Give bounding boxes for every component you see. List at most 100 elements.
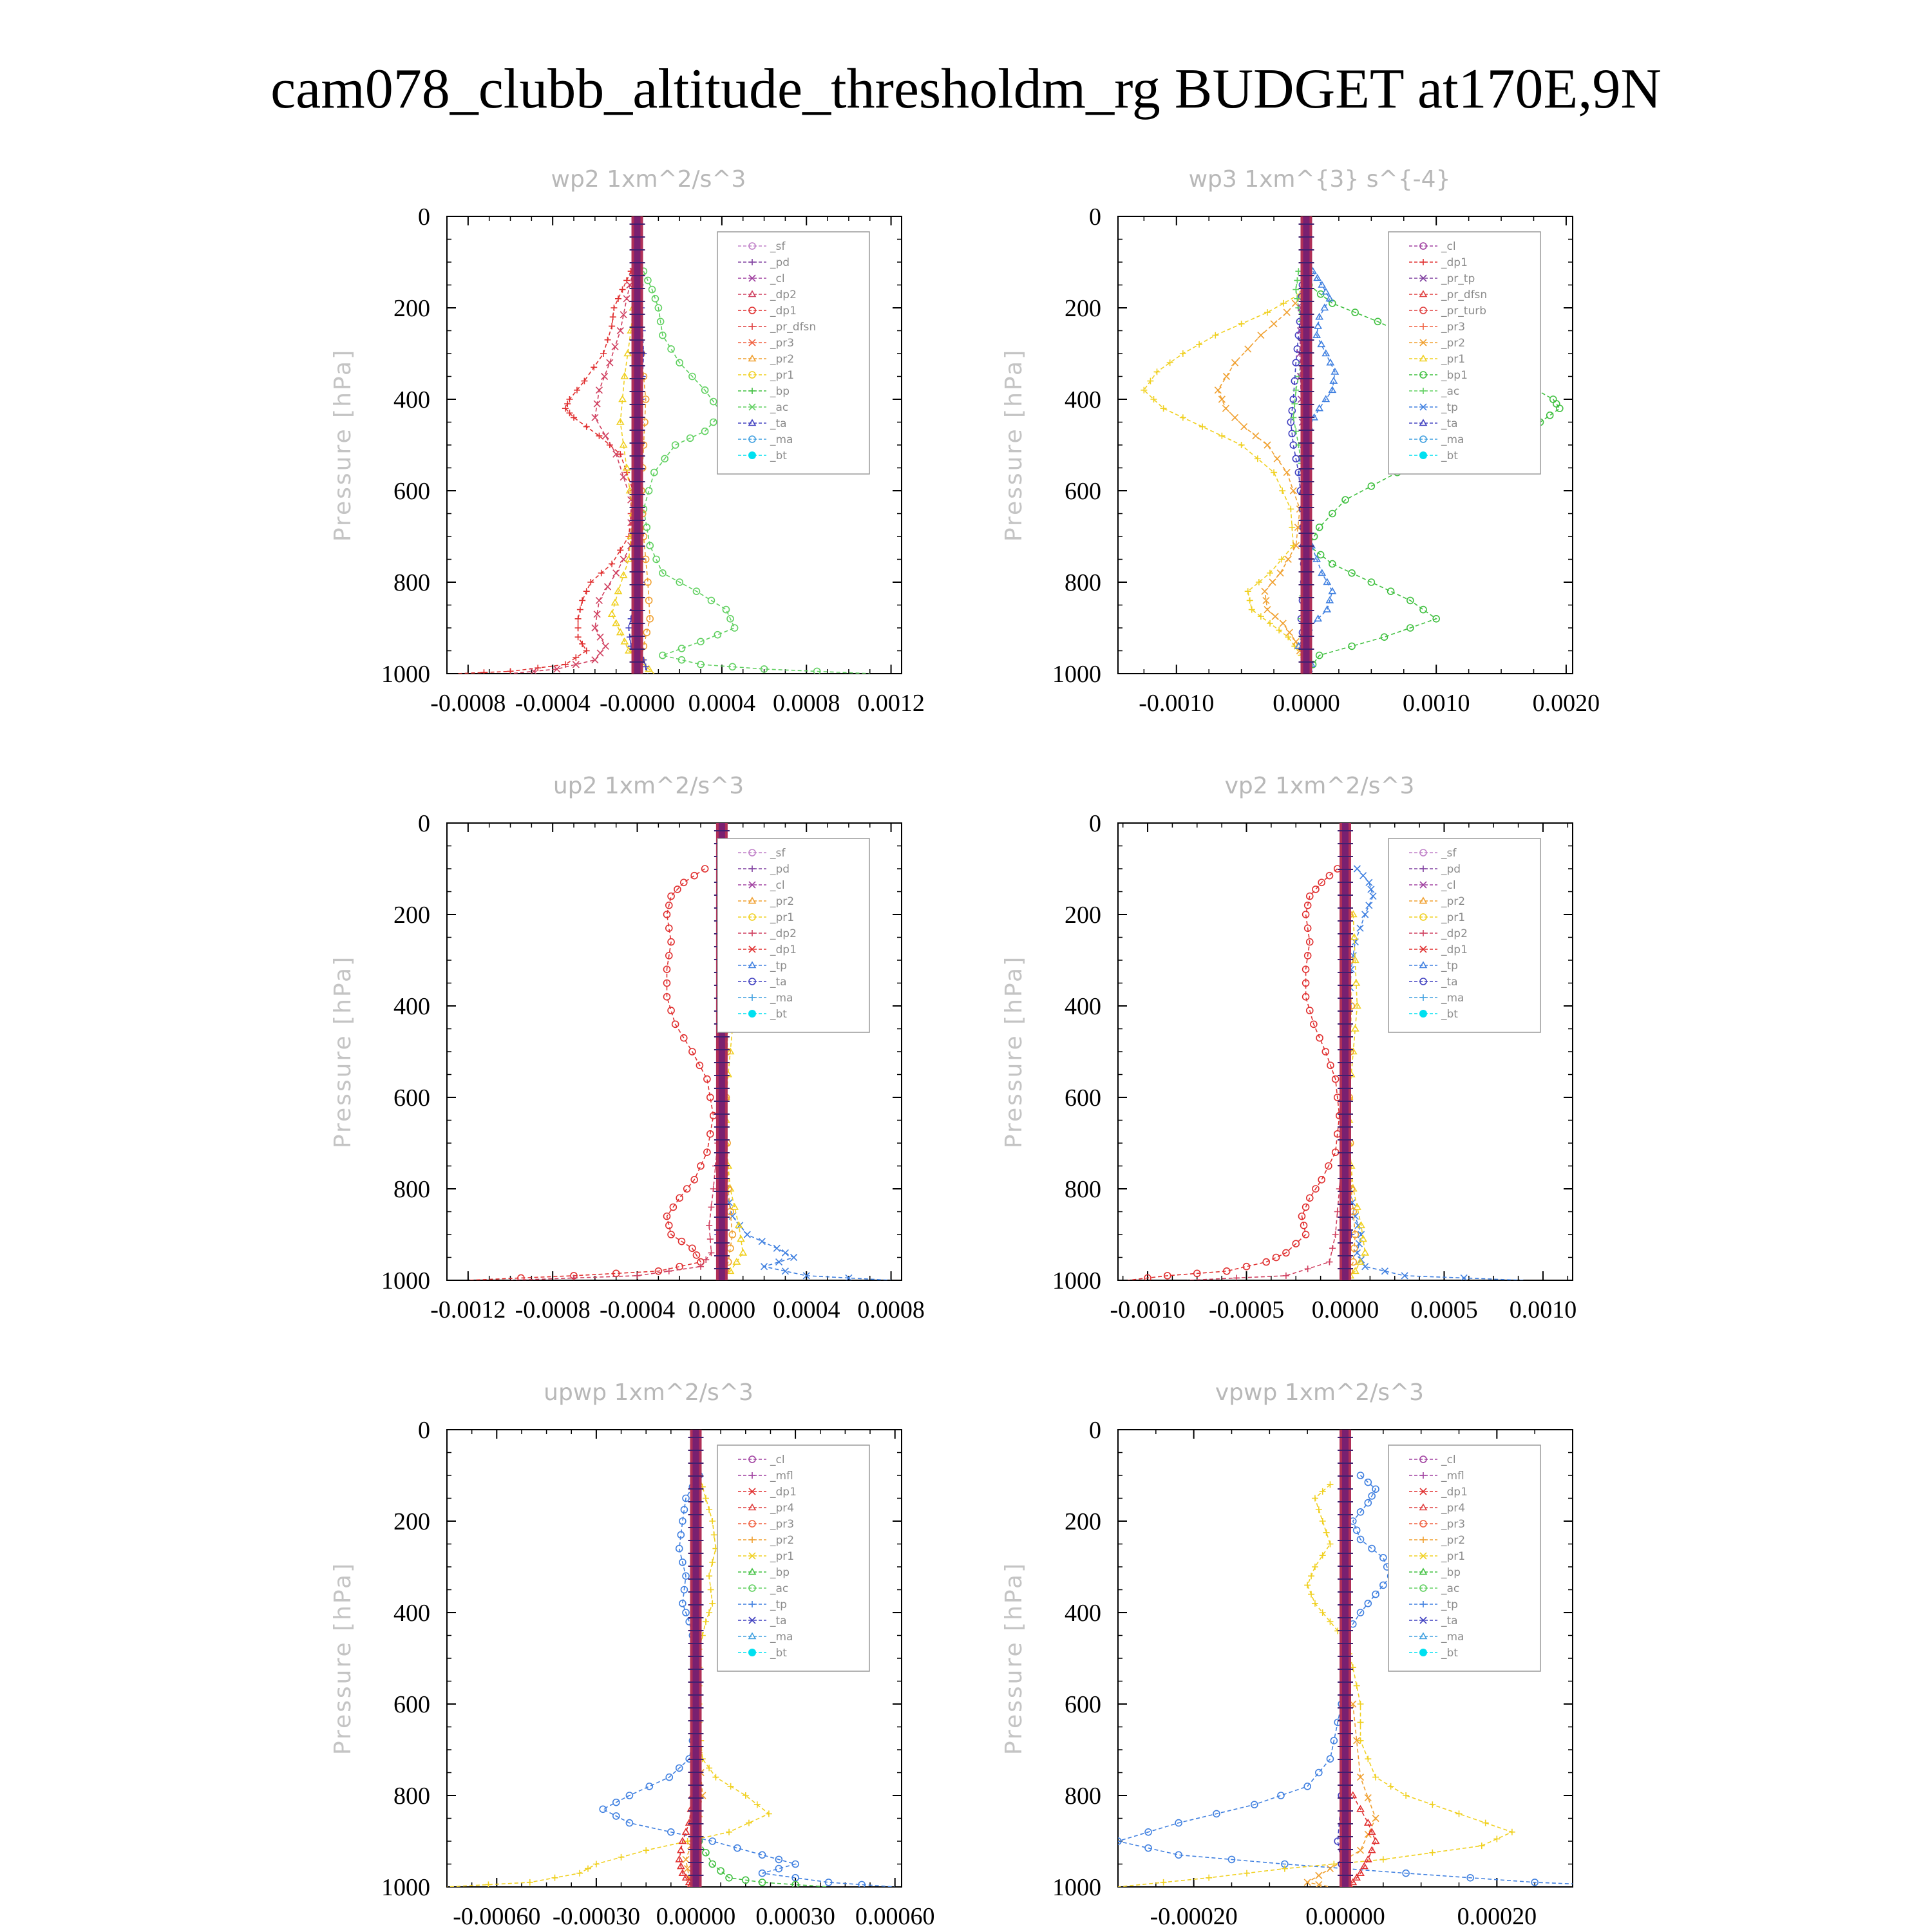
data-point xyxy=(1419,274,1427,282)
legend-entry: _pr1 xyxy=(738,1550,794,1563)
data-point xyxy=(1356,1869,1365,1876)
data-point xyxy=(665,1222,673,1229)
data-point xyxy=(1325,1162,1332,1170)
legend-entry: _pr1 xyxy=(1409,911,1465,924)
series-line xyxy=(723,868,891,1280)
data-point xyxy=(748,1455,756,1463)
data-point xyxy=(645,487,653,495)
data-point xyxy=(663,979,671,987)
legend-marker xyxy=(748,1010,756,1018)
data-point xyxy=(644,276,652,285)
data-point xyxy=(1327,1481,1334,1488)
data-point xyxy=(725,1874,733,1882)
data-point xyxy=(1350,933,1359,940)
legend-label: _ma xyxy=(770,992,793,1005)
x-tick-label: 0.0005 xyxy=(1410,1296,1478,1323)
data-point xyxy=(1329,377,1338,384)
data-point xyxy=(606,359,614,366)
legend-entry: _ta xyxy=(1409,417,1458,430)
y-tick-label: 0 xyxy=(418,810,430,837)
data-point xyxy=(1144,1828,1152,1836)
data-point xyxy=(1356,1774,1365,1781)
data-point xyxy=(1356,1472,1365,1479)
data-point xyxy=(748,978,756,985)
data-point xyxy=(791,1860,799,1868)
data-point xyxy=(1349,910,1358,918)
x-tick-label: 0.0010 xyxy=(1403,690,1470,717)
data-point xyxy=(574,634,582,641)
plot-area xyxy=(1118,1430,1573,1887)
data-point xyxy=(1356,1258,1365,1265)
data-point xyxy=(612,569,620,577)
legend-entry: _pr3 xyxy=(738,1518,794,1531)
legend-label: _cl xyxy=(770,1454,785,1466)
data-point xyxy=(1365,878,1373,886)
data-point xyxy=(773,1244,781,1252)
legend-entry: _bp xyxy=(1409,1566,1461,1579)
data-point xyxy=(1213,1810,1220,1818)
data-point xyxy=(1316,1034,1323,1042)
data-point xyxy=(1319,1518,1326,1524)
zero-stack-core xyxy=(634,216,641,674)
panel-title: up2 1xm^2/s^3 xyxy=(553,773,744,799)
data-point xyxy=(748,961,757,969)
x-tick-label: 0.0004 xyxy=(688,690,756,717)
data-point xyxy=(697,661,705,668)
legend-entry: _mfl xyxy=(1409,1470,1464,1482)
data-point xyxy=(517,1274,525,1280)
data-point xyxy=(748,1632,757,1640)
data-point xyxy=(688,1244,696,1253)
legend-label: _pr1 xyxy=(770,369,794,382)
legend-label: _pr_tp xyxy=(1441,272,1475,285)
data-point xyxy=(667,892,675,900)
data-point xyxy=(1311,1495,1318,1502)
legend-label: _bp xyxy=(770,1566,790,1579)
data-point xyxy=(1315,1768,1323,1777)
legend-entry: _pr4 xyxy=(738,1502,794,1515)
data-point xyxy=(619,286,626,293)
legend-label: _cl xyxy=(1441,1454,1456,1466)
legend-label: _pr_dfsn xyxy=(770,321,816,334)
data-point xyxy=(616,417,625,425)
data-point xyxy=(1288,430,1296,438)
data-point xyxy=(607,610,616,617)
x-tick-label: 0.0020 xyxy=(1533,690,1600,717)
data-point xyxy=(1323,578,1332,585)
data-point xyxy=(1330,1737,1338,1745)
data-point xyxy=(1141,386,1148,393)
panel-2: wp3 1xm^{3} s^{-4} Pressure [hPa] 0 200 400 6… xyxy=(1001,166,1600,717)
data-point xyxy=(1372,1590,1379,1598)
data-point xyxy=(701,386,709,394)
data-point xyxy=(667,938,675,946)
data-point xyxy=(616,327,624,335)
data-point xyxy=(1290,414,1297,421)
y-tick-label: 1000 xyxy=(381,661,430,688)
data-point xyxy=(1312,1185,1320,1193)
data-point xyxy=(1420,930,1426,936)
data-point xyxy=(1231,413,1239,421)
data-point xyxy=(620,637,629,645)
y-tick-label: 0 xyxy=(418,1417,430,1444)
data-point xyxy=(1329,560,1336,568)
data-point xyxy=(1293,428,1300,435)
data-point xyxy=(677,1531,685,1539)
legend-label: _dp1 xyxy=(770,1486,797,1499)
x-tick-label: -0.0010 xyxy=(1110,1296,1185,1323)
legend-entry: _tp xyxy=(738,960,787,972)
data-point xyxy=(1313,274,1322,281)
data-point xyxy=(1419,339,1427,346)
panel-6: vpwp 1xm^2/s^3 Pressure [hPa] 0 200 400 600 80… xyxy=(1001,1379,1573,1930)
data-point xyxy=(650,468,658,477)
data-point xyxy=(1374,317,1382,326)
legend-label: _pr1 xyxy=(1441,1550,1465,1563)
data-point xyxy=(1326,1755,1334,1763)
data-point xyxy=(748,1520,756,1528)
data-point xyxy=(675,1855,684,1862)
data-point xyxy=(1270,320,1278,328)
data-point xyxy=(619,440,628,448)
data-point xyxy=(661,455,669,463)
data-point xyxy=(646,542,654,550)
data-point xyxy=(726,614,734,623)
legend-label: _mfl xyxy=(1441,1470,1464,1482)
data-point xyxy=(576,606,583,613)
